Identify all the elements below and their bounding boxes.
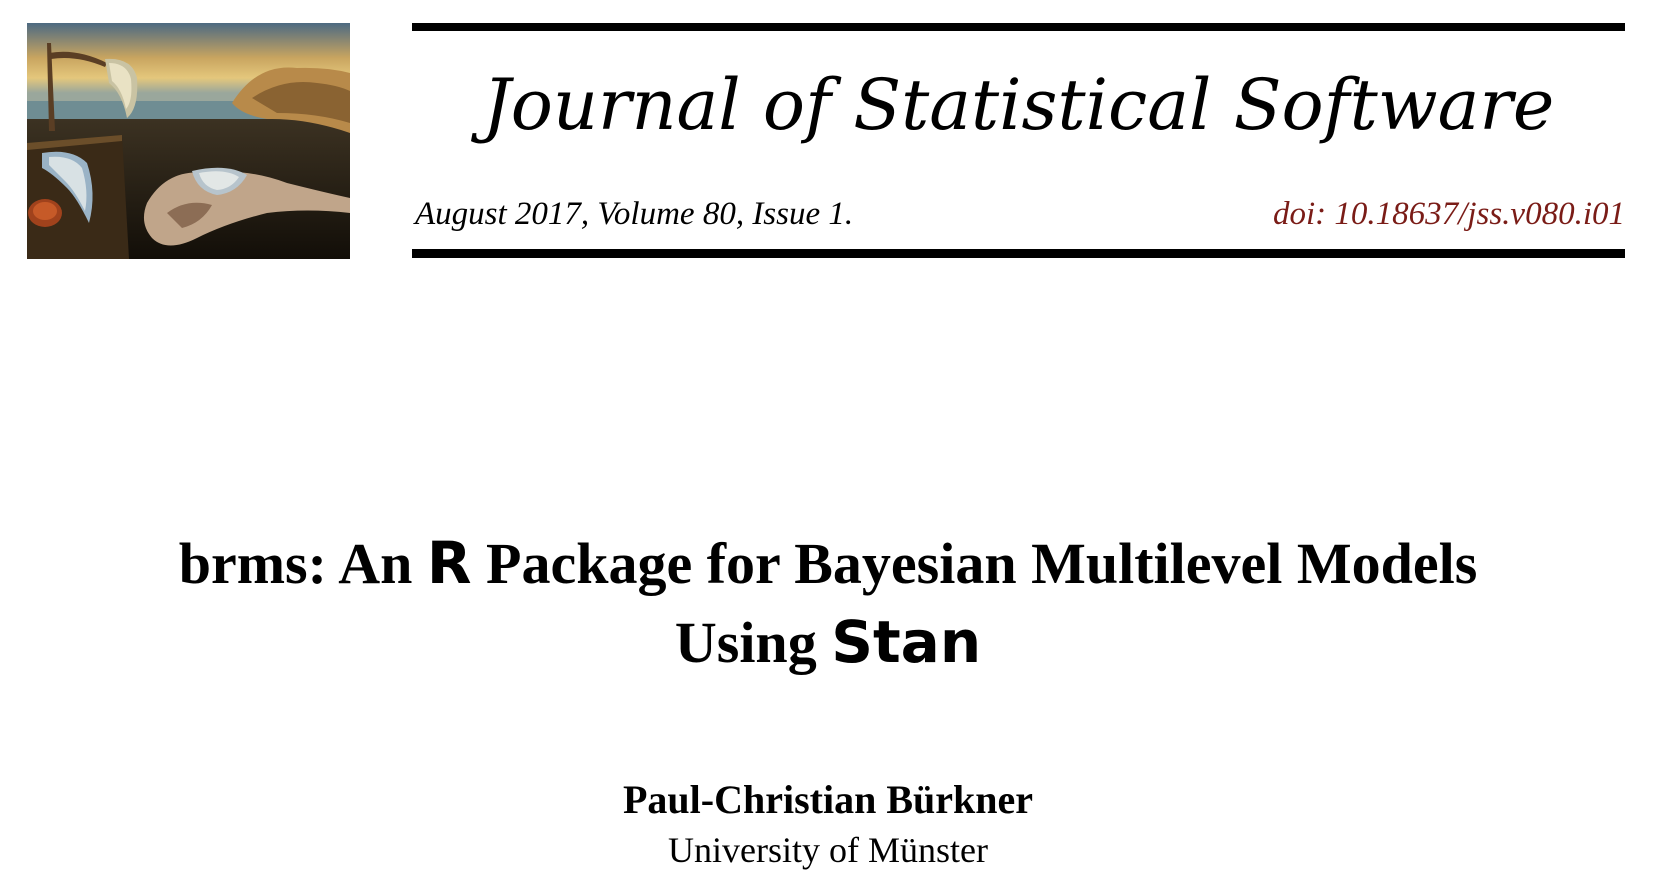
- title-text-using: Using: [674, 610, 832, 675]
- journal-name: Journal of Statistical Software: [482, 64, 1555, 146]
- paper-title-line-2: Using Stan: [20, 603, 1636, 682]
- journal-cover-image: [27, 23, 350, 259]
- stan-name: Stan: [831, 608, 982, 676]
- issue-info: August 2017, Volume 80, Issue 1.: [415, 196, 854, 232]
- author-affiliation: University of Münster: [668, 830, 988, 870]
- title-text-suffix: Package for Bayesian Multilevel Models: [471, 531, 1478, 596]
- doi-link[interactable]: doi: 10.18637/jss.v080.i01: [1273, 196, 1625, 232]
- title-text-prefix: brms: An: [178, 531, 427, 596]
- paper-title-line-1: brms: An R Package for Bayesian Multilev…: [20, 524, 1636, 603]
- header-top-rule: [412, 23, 1625, 31]
- header-bottom-rule: [412, 249, 1625, 258]
- r-language-name: R: [426, 529, 472, 597]
- paper-title: brms: An R Package for Bayesian Multilev…: [20, 524, 1636, 682]
- author-name: Paul-Christian Bürkner: [622, 777, 1034, 822]
